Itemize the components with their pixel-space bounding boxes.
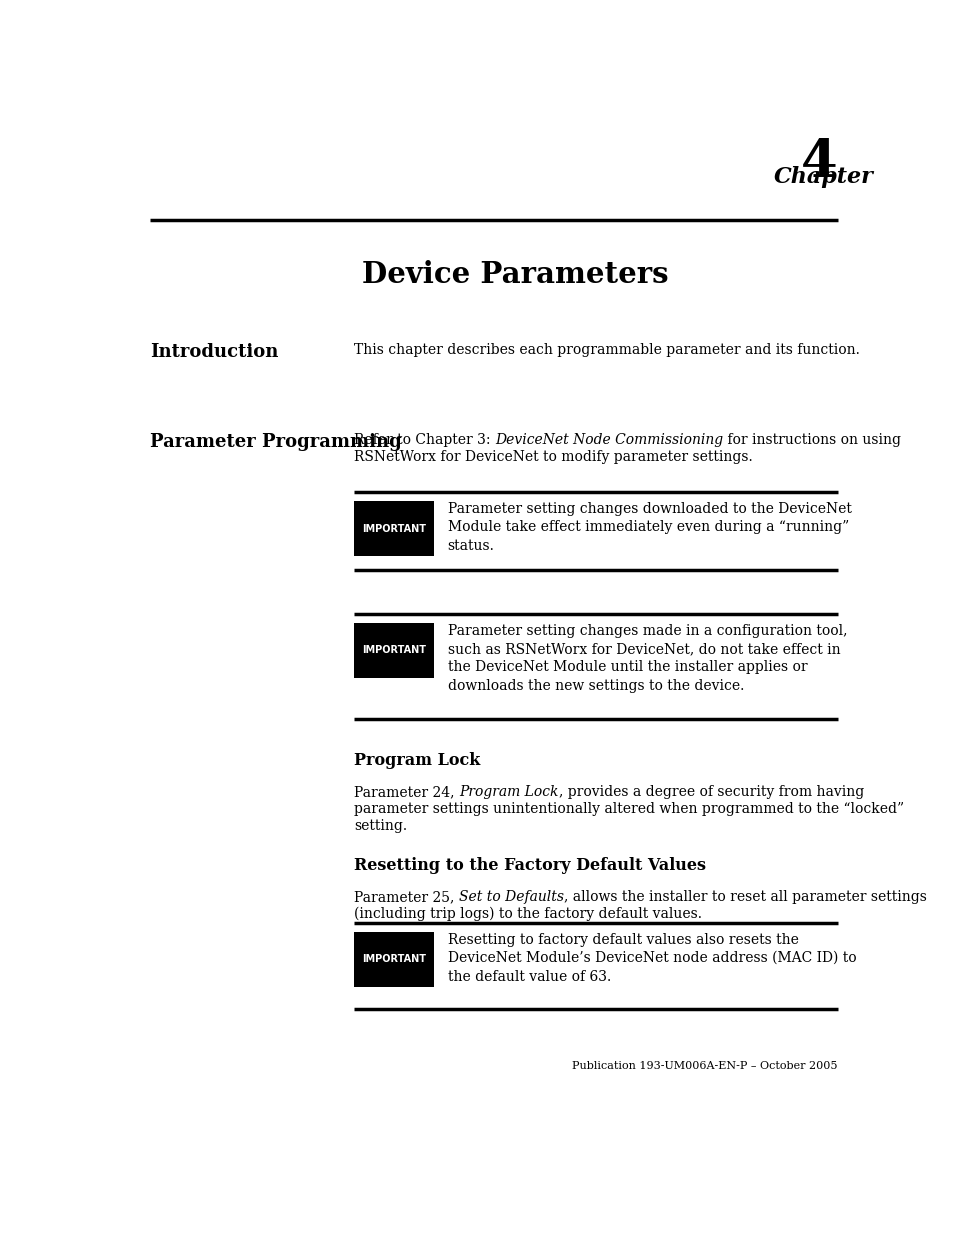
Text: Resetting to factory default values also resets the
DeviceNet Module’s DeviceNet: Resetting to factory default values also… [447,932,855,983]
Text: IMPORTANT: IMPORTANT [362,646,426,656]
Text: Program Lock: Program Lock [354,752,480,769]
Text: Parameter Programming: Parameter Programming [151,433,401,452]
Bar [354,931,434,987]
Text: Resetting to the Factory Default Values: Resetting to the Factory Default Values [354,857,705,873]
Text: Device Parameters: Device Parameters [361,261,668,289]
Text: parameter settings unintentionally altered when programmed to the “locked”: parameter settings unintentionally alter… [354,802,903,816]
Text: , provides a degree of security from having: , provides a degree of security from hav… [558,785,863,799]
Text: setting.: setting. [354,819,407,832]
Text: for instructions on using: for instructions on using [722,433,901,447]
Text: Refer to Chapter 3:: Refer to Chapter 3: [354,433,495,447]
Text: Introduction: Introduction [151,343,278,361]
Bar [354,501,434,556]
Text: Publication 193-UM006A-EN-P – October 2005: Publication 193-UM006A-EN-P – October 20… [572,1061,837,1071]
Text: (including trip logs) to the factory default values.: (including trip logs) to the factory def… [354,906,701,921]
Text: Program Lock: Program Lock [458,785,558,799]
Text: Parameter 24,: Parameter 24, [354,785,458,799]
Text: IMPORTANT: IMPORTANT [362,955,426,965]
Text: Parameter setting changes made in a configuration tool,
such as RSNetWorx for De: Parameter setting changes made in a conf… [447,624,846,693]
Text: Parameter 25,: Parameter 25, [354,890,458,904]
Text: This chapter describes each programmable parameter and its function.: This chapter describes each programmable… [354,343,860,357]
Text: Chapter: Chapter [773,167,873,188]
Text: DeviceNet Node Commissioning: DeviceNet Node Commissioning [495,433,722,447]
Text: Parameter setting changes downloaded to the DeviceNet
Module take effect immedia: Parameter setting changes downloaded to … [447,501,850,553]
Bar [354,622,434,678]
Text: RSNetWorx for DeviceNet to modify parameter settings.: RSNetWorx for DeviceNet to modify parame… [354,450,752,464]
Text: , allows the installer to reset all parameter settings: , allows the installer to reset all para… [563,890,926,904]
Text: 4: 4 [801,137,837,188]
Text: Set to Defaults: Set to Defaults [458,890,563,904]
Text: IMPORTANT: IMPORTANT [362,524,426,534]
